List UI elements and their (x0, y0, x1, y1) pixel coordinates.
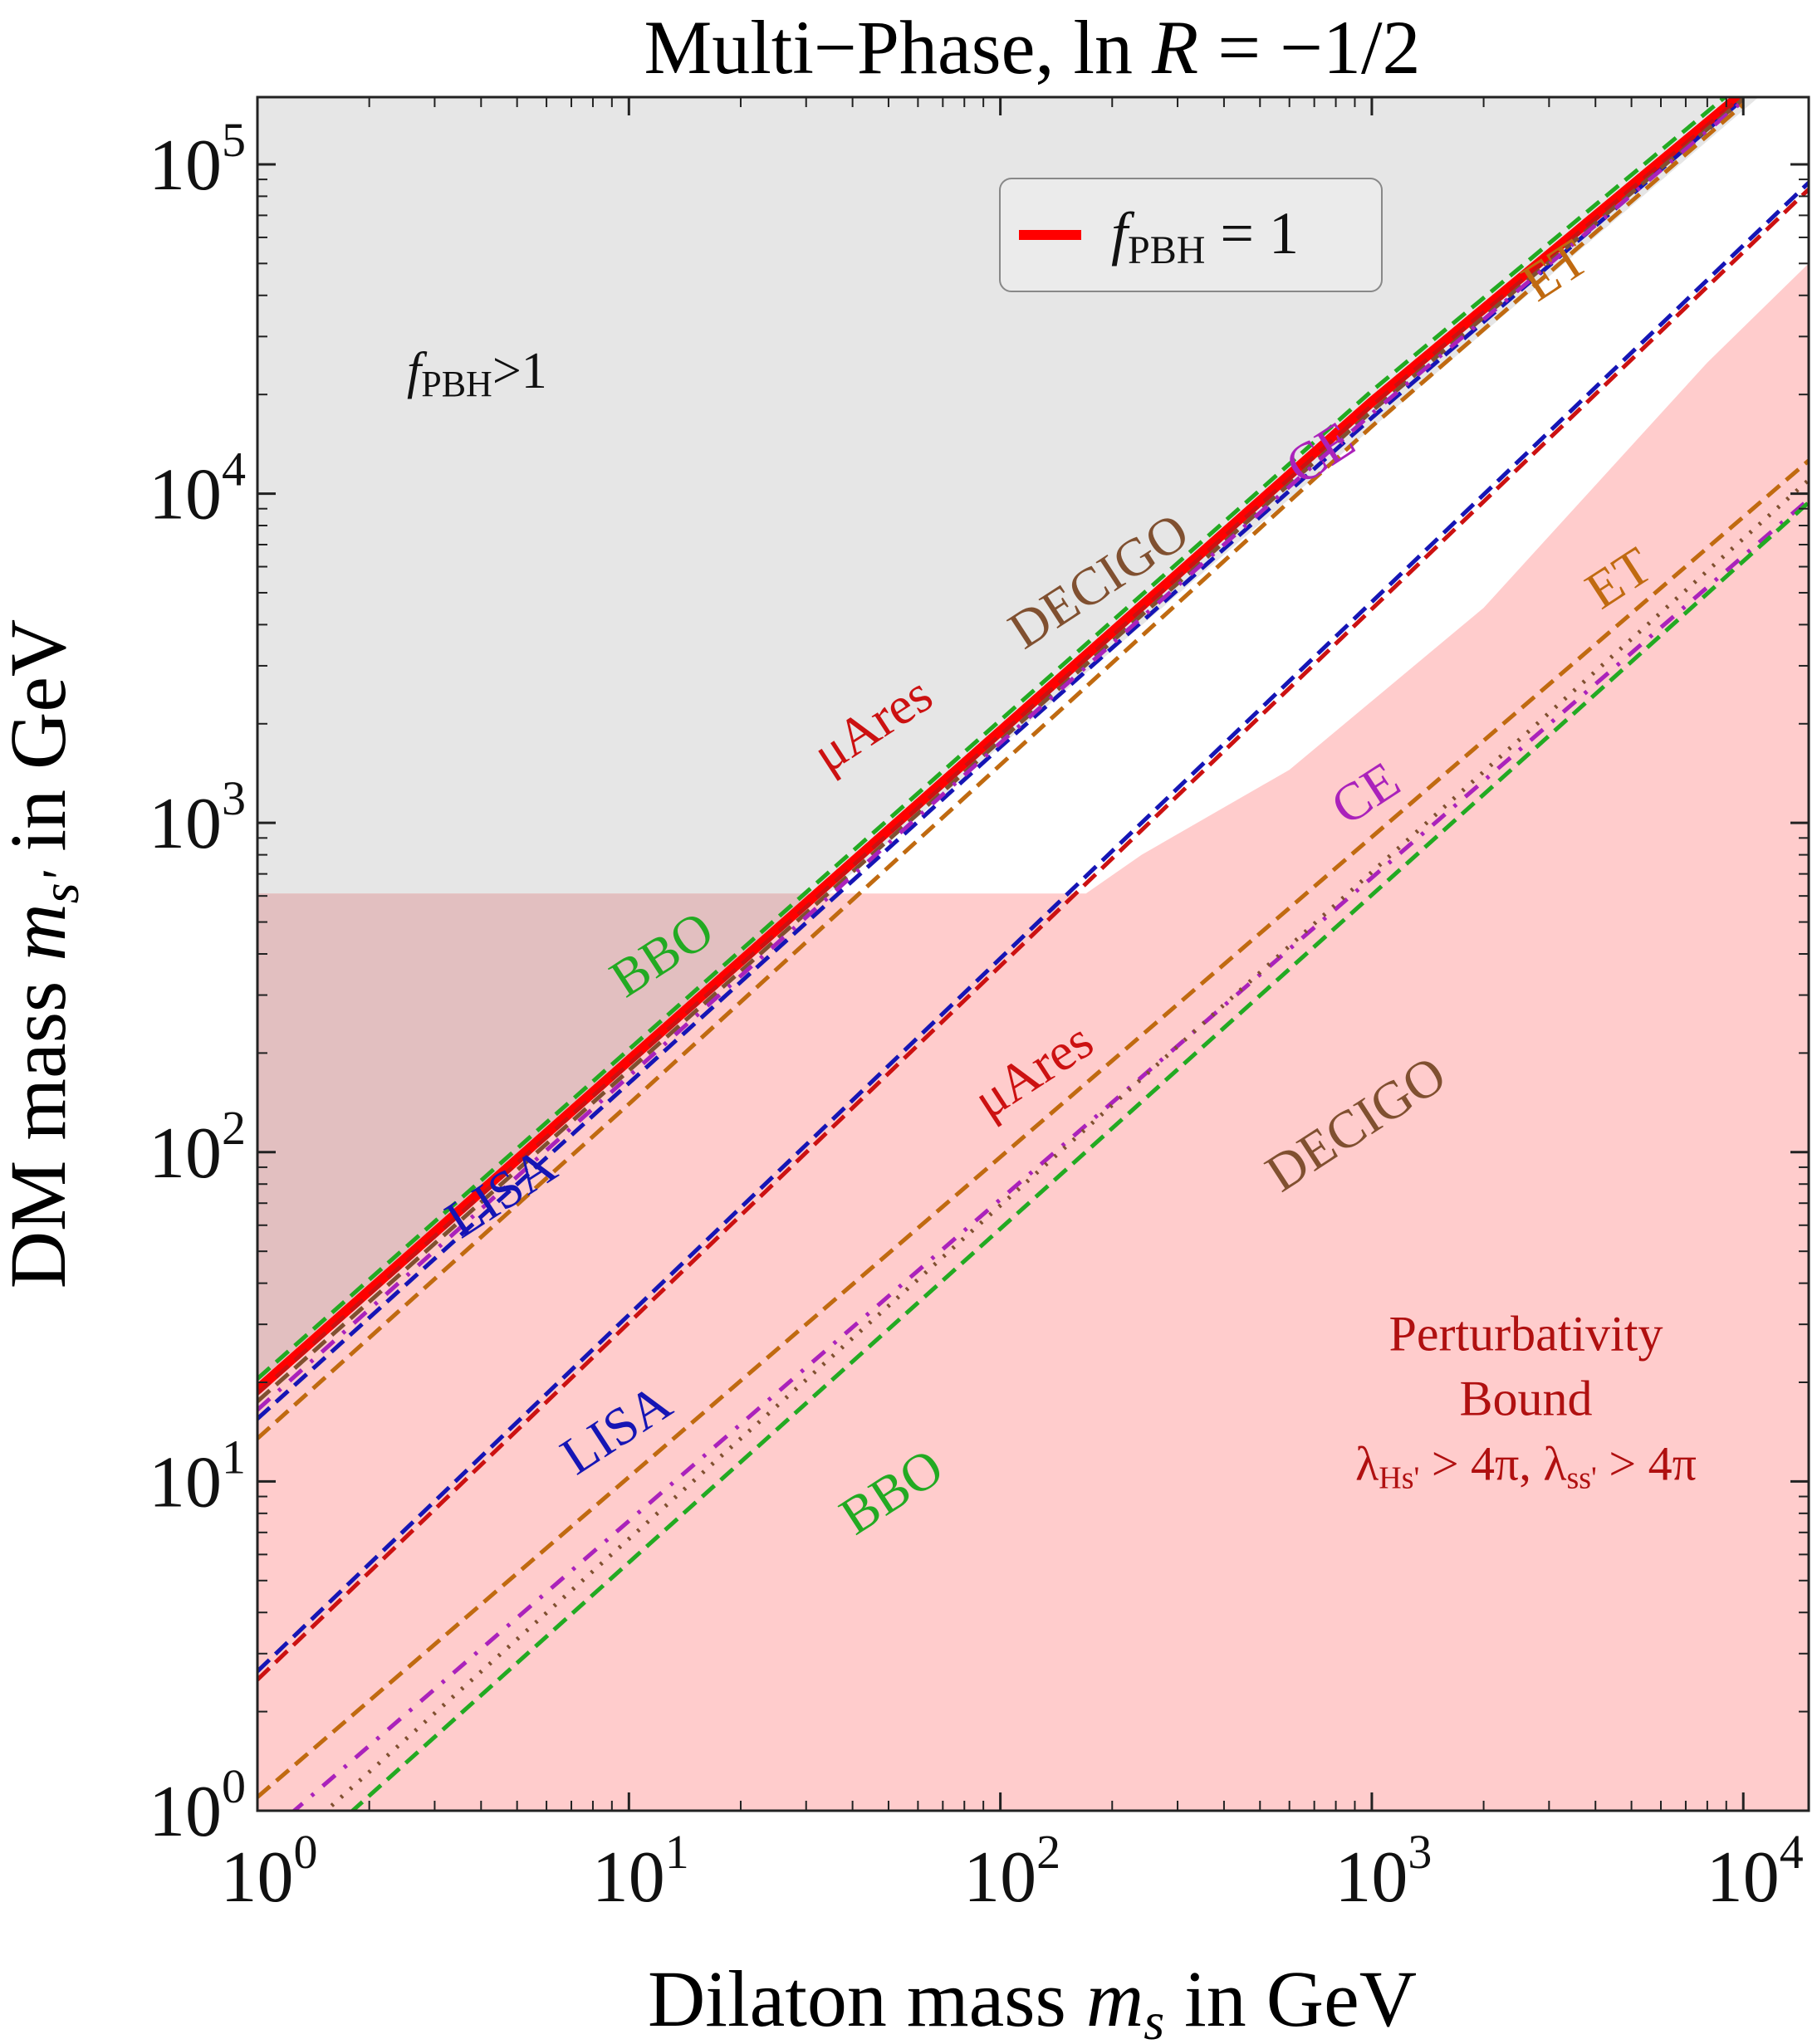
y-tick-label-5: 105 (149, 113, 246, 206)
pert-math-c-sub: ss' (1566, 1461, 1596, 1496)
x-tick-label-4-base: 10 (1707, 1837, 1780, 1918)
y-tick-label-2: 102 (149, 1101, 246, 1194)
y-axis-label: DM mass ms' in GeV (0, 619, 90, 1289)
region-perturbativity-bound (257, 263, 1809, 1811)
y-tick-label-1-exp: 1 (222, 1430, 246, 1484)
series-line-fpbh-1-0 (257, 97, 1746, 1394)
series-line-decigo-4 (257, 97, 1745, 1403)
x-tick-label-3: 103 (1335, 1825, 1432, 1918)
series-line-ares-8 (257, 188, 1809, 1682)
fpbh-excluded-label-sub: PBH (421, 364, 492, 404)
x-tick-label-3-exp: 3 (1408, 1825, 1432, 1879)
x-axis-label-sub: s (1144, 1992, 1164, 2044)
pert-math-a: λ (1355, 1437, 1379, 1491)
x-tick-label-2-exp: 2 (1036, 1825, 1060, 1879)
series-line-lisa-2 (257, 97, 1745, 1421)
x-tick-label-0-exp: 0 (294, 1825, 318, 1879)
pert-math-c: λ (1543, 1437, 1566, 1491)
y-tick-label-5-exp: 5 (222, 113, 246, 167)
y-tick-label-3: 103 (149, 771, 246, 864)
chart-title-suffix: = −1/2 (1198, 5, 1420, 90)
legend-box (999, 178, 1383, 292)
x-tick-label-2-base: 10 (963, 1837, 1036, 1918)
y-tick-label-3-exp: 3 (222, 771, 246, 825)
x-tick-label-4: 104 (1707, 1825, 1804, 1918)
series-line-et-6 (257, 102, 1745, 1440)
y-axis-label-sub: s' (31, 870, 90, 903)
fpbh-excluded-label: fPBH>1 (407, 343, 547, 404)
x-tick-label-1-exp: 1 (665, 1825, 689, 1879)
pert-math-d: > 4π (1597, 1437, 1697, 1491)
perturbativity-label-math: λHs' > 4π, λss' > 4π (1355, 1437, 1697, 1496)
pert-math-a-sub: Hs' (1379, 1461, 1419, 1496)
x-axis-label: Dilaton mass ms in GeV (648, 1954, 1417, 2044)
y-tick-label-1-base: 10 (149, 1442, 222, 1523)
y-axis-label-suffix: in GeV (0, 619, 82, 872)
legend: fPBH = 1 (999, 178, 1383, 292)
fpbh-excluded-label-suffix: >1 (492, 343, 547, 399)
series-line-ares-3 (257, 97, 1745, 1396)
pert-math-b: > 4π, (1419, 1437, 1543, 1491)
y-tick-label-0: 100 (149, 1759, 246, 1852)
y-tick-label-0-base: 10 (149, 1772, 222, 1852)
chart-title-var: R (1151, 5, 1198, 90)
y-tick-label-1: 101 (149, 1430, 246, 1523)
x-tick-label-1-base: 10 (592, 1837, 665, 1918)
x-axis-label-prefix: Dilaton mass (648, 1954, 1086, 2043)
x-axis-label-var: m (1086, 1954, 1144, 2043)
series-line-bbo-1 (257, 97, 1729, 1381)
chart-title-prefix: Multi−Phase, ln (644, 5, 1152, 90)
y-tick-label-0-exp: 0 (222, 1759, 246, 1813)
x-tick-label-0-base: 10 (221, 1837, 294, 1918)
x-tick-label-3-base: 10 (1335, 1837, 1408, 1918)
x-axis-label-suffix: in GeV (1164, 1954, 1417, 2043)
y-tick-label-2-exp: 2 (222, 1101, 246, 1155)
y-axis-label-prefix: DM mass (0, 961, 82, 1289)
y-tick-label-4: 104 (149, 443, 246, 535)
series-line-ce-5 (257, 99, 1745, 1411)
y-axis-label-var: m (0, 903, 82, 961)
legend-label-suffix: = 1 (1205, 200, 1299, 267)
perturbativity-label-line-1: Perturbativity (1389, 1307, 1663, 1362)
x-tick-label-2: 102 (963, 1825, 1060, 1918)
chart-title: Multi−Phase, ln R = −1/2 (644, 5, 1420, 90)
y-tick-label-3-base: 10 (149, 784, 222, 864)
series-line-et-9 (257, 458, 1809, 1799)
y-tick-label-5-base: 10 (149, 125, 222, 206)
y-tick-label-4-base: 10 (149, 455, 222, 535)
x-tick-label-1: 101 (592, 1825, 689, 1918)
perturbativity-label-line-2: Bound (1459, 1372, 1592, 1426)
x-tick-label-0: 100 (221, 1825, 318, 1918)
x-tick-label-4-exp: 4 (1780, 1825, 1804, 1879)
series-layer (257, 97, 1809, 1811)
legend-label-sub: PBH (1128, 228, 1205, 272)
y-tick-label-4-exp: 4 (222, 443, 246, 496)
perturbativity-label: Perturbativity Bound λHs' > 4π, λss' > 4… (1355, 1307, 1697, 1496)
series-line-lisa-7 (257, 181, 1809, 1673)
y-tick-label-2-base: 10 (149, 1113, 222, 1194)
